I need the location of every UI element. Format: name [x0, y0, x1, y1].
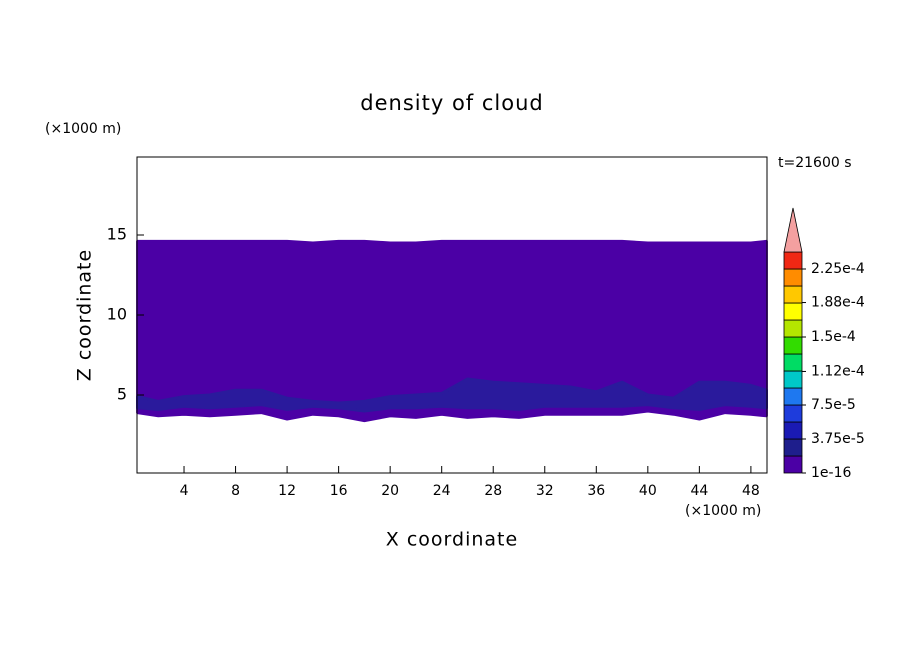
colorbar-band	[783, 302, 803, 321]
x-tick-label: 48	[742, 483, 760, 499]
x-tick-label: 4	[180, 483, 189, 499]
x-tick-label: 44	[690, 483, 708, 499]
colorbar-band	[783, 251, 803, 270]
colorbar-tick-label: 1.88e-4	[811, 295, 865, 311]
chart-title: density of cloud	[360, 91, 543, 115]
colorbar-band	[783, 370, 803, 389]
colorbar-tick-label: 3.75e-5	[811, 431, 865, 447]
x-axis-label: X coordinate	[386, 529, 518, 551]
x-tick-label: 40	[639, 483, 657, 499]
colorbar-tick-label: 1.12e-4	[811, 363, 865, 379]
x-tick-label: 28	[484, 483, 502, 499]
x-tick-label: 24	[433, 483, 451, 499]
x-unit: (×1000 m)	[685, 503, 761, 519]
colorbar-band	[783, 455, 803, 474]
x-tick-label: 16	[330, 483, 348, 499]
colorbar-tick-label: 2.25e-4	[811, 261, 865, 277]
time-label: t=21600 s	[778, 155, 852, 171]
colorbar-tick-label: 1e-16	[811, 465, 851, 481]
y-axis-label: Z coordinate	[74, 249, 96, 381]
x-tick-label: 12	[278, 483, 296, 499]
contour-region	[136, 239, 768, 423]
colorbar-band	[783, 438, 803, 457]
colorbar-tick-label: 7.5e-5	[811, 397, 856, 413]
colorbar-band	[783, 387, 803, 406]
x-tick-label: 20	[381, 483, 399, 499]
y-tick-label: 10	[107, 305, 127, 324]
colorbar-band	[783, 319, 803, 338]
y-tick-label: 15	[107, 225, 127, 244]
colorbar-extend	[783, 207, 803, 253]
colorbar-band	[783, 285, 803, 304]
colorbar-band	[783, 404, 803, 423]
x-tick-label: 36	[587, 483, 605, 499]
colorbar-band	[783, 268, 803, 287]
x-tick-label: 8	[231, 483, 240, 499]
x-tick-label: 32	[536, 483, 554, 499]
contour-region	[136, 377, 768, 413]
y-tick-label: 5	[117, 385, 127, 404]
colorbar-band	[783, 353, 803, 372]
colorbar-band	[783, 421, 803, 440]
colorbar-band	[783, 336, 803, 355]
y-unit: (×1000 m)	[45, 121, 121, 137]
colorbar-tick-label: 1.5e-4	[811, 329, 856, 345]
